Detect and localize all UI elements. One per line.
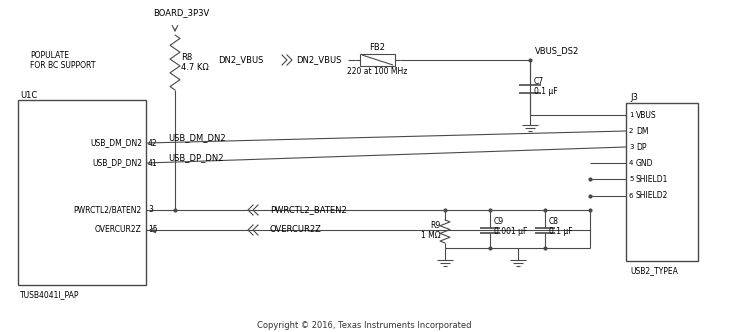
Text: 0.1 μF: 0.1 μF <box>534 88 558 97</box>
Text: DM: DM <box>636 126 649 135</box>
Text: FOR BC SUPPORT: FOR BC SUPPORT <box>30 60 95 69</box>
Text: 2: 2 <box>629 128 634 134</box>
Text: FB2: FB2 <box>369 43 385 52</box>
Text: DP: DP <box>636 142 647 151</box>
Text: USB_DM_DN2: USB_DM_DN2 <box>168 133 225 142</box>
Text: OVERCUR2Z: OVERCUR2Z <box>270 225 322 234</box>
Text: C8: C8 <box>549 217 559 226</box>
Text: BOARD_3P3V: BOARD_3P3V <box>153 9 209 18</box>
Text: 4: 4 <box>629 160 634 166</box>
Text: C9: C9 <box>494 217 504 226</box>
Text: 1 MΩ: 1 MΩ <box>421 230 441 239</box>
Text: USB_DP_DN2: USB_DP_DN2 <box>168 153 224 162</box>
Text: PWRCTL2_BATEN2: PWRCTL2_BATEN2 <box>270 206 347 214</box>
Text: TUSB4041I_PAP: TUSB4041I_PAP <box>20 290 79 299</box>
Bar <box>18 100 146 285</box>
Text: Copyright © 2016, Texas Instruments Incorporated: Copyright © 2016, Texas Instruments Inco… <box>257 320 471 329</box>
Text: 220 at 100 MHz: 220 at 100 MHz <box>347 67 408 76</box>
Bar <box>626 103 698 261</box>
Text: DN2_VBUS: DN2_VBUS <box>218 55 263 64</box>
Text: 1: 1 <box>629 112 634 118</box>
Text: GND: GND <box>636 158 653 168</box>
Text: USB_DM_DN2: USB_DM_DN2 <box>90 138 142 147</box>
Text: USB_DP_DN2: USB_DP_DN2 <box>92 158 142 168</box>
Text: 41: 41 <box>148 158 157 168</box>
Text: 0.1 μF: 0.1 μF <box>549 227 572 236</box>
Text: R9: R9 <box>431 220 441 229</box>
Text: OVERCUR2Z: OVERCUR2Z <box>95 225 142 234</box>
Text: PWRCTL2/BATEN2: PWRCTL2/BATEN2 <box>74 206 142 214</box>
Text: USB2_TYPEA: USB2_TYPEA <box>630 267 678 276</box>
Text: 15: 15 <box>148 225 157 234</box>
Text: 6: 6 <box>629 193 634 199</box>
Text: U1C: U1C <box>20 91 37 100</box>
Text: VBUS_DS2: VBUS_DS2 <box>535 46 580 55</box>
Text: SHIELD1: SHIELD1 <box>636 175 668 184</box>
Text: SHIELD2: SHIELD2 <box>636 192 668 201</box>
Text: 3: 3 <box>629 144 634 150</box>
Text: 42: 42 <box>148 138 157 147</box>
Text: 5: 5 <box>629 176 634 182</box>
Bar <box>360 54 395 66</box>
Text: VBUS: VBUS <box>636 111 657 120</box>
Text: R8: R8 <box>181 53 192 62</box>
Text: J3: J3 <box>630 93 638 102</box>
Text: 4.7 KΩ: 4.7 KΩ <box>181 63 208 72</box>
Text: C7: C7 <box>534 77 544 87</box>
Text: POPULATE: POPULATE <box>30 50 69 59</box>
Text: DN2_VBUS: DN2_VBUS <box>296 55 341 64</box>
Text: 0.001 μF: 0.001 μF <box>494 227 527 236</box>
Text: 3: 3 <box>148 206 153 214</box>
